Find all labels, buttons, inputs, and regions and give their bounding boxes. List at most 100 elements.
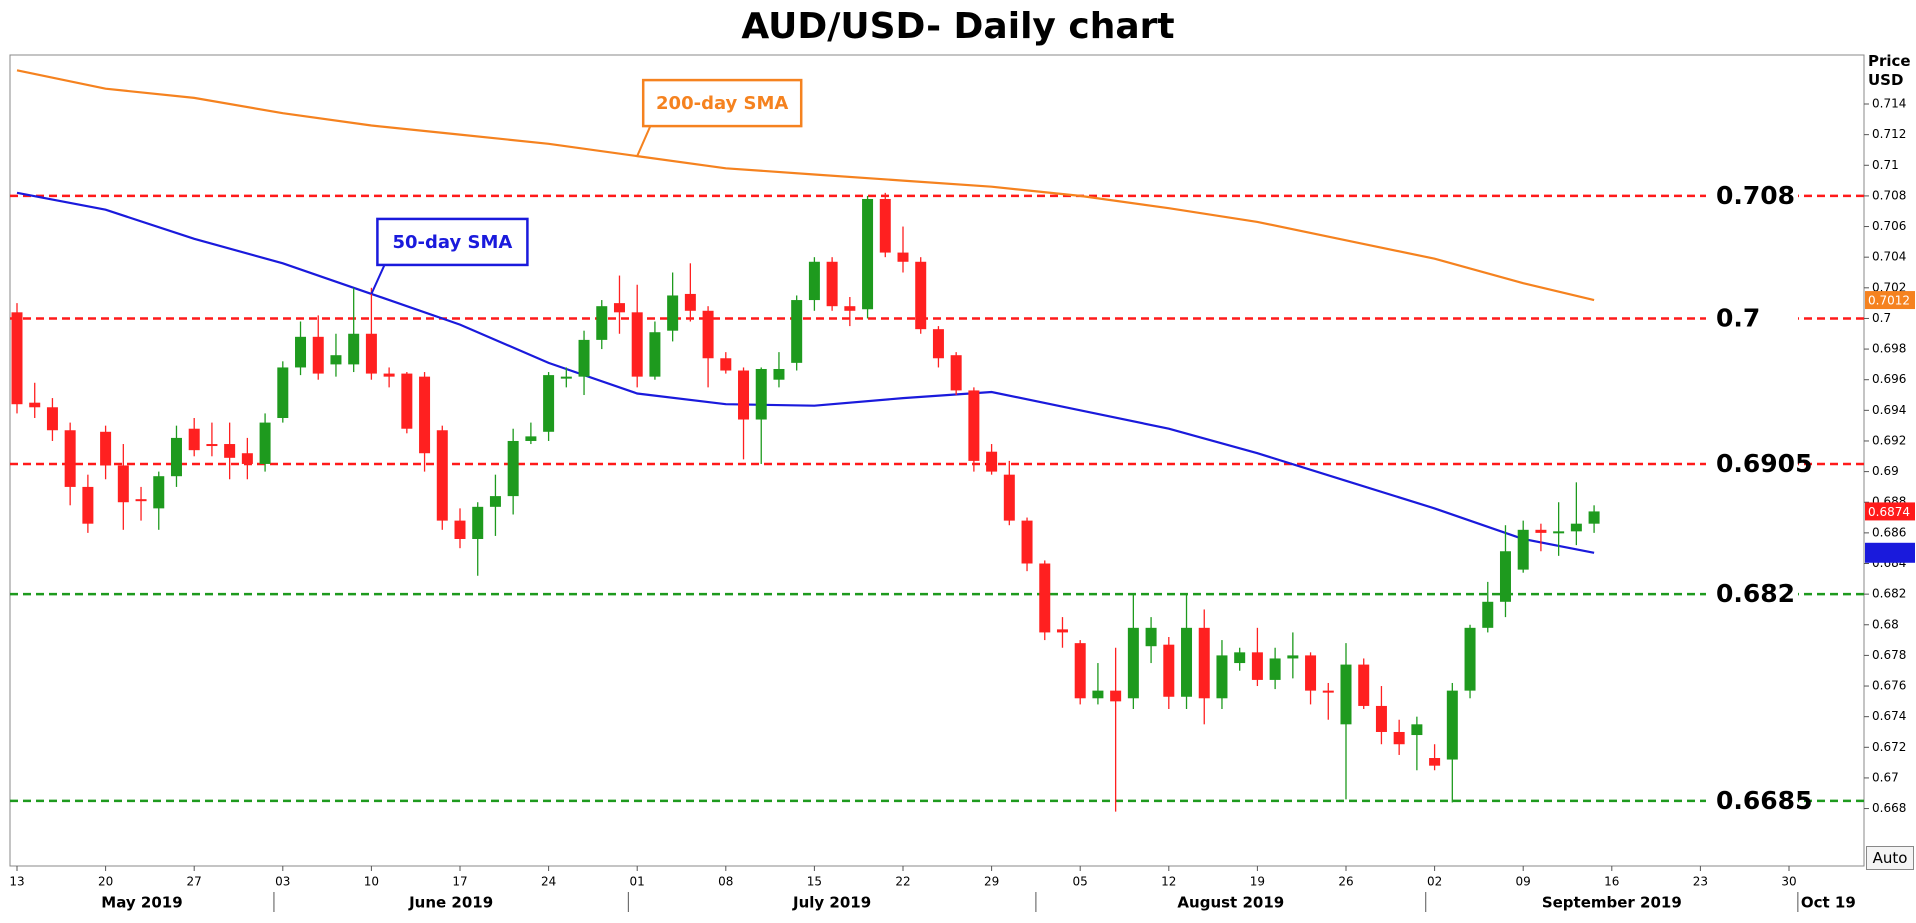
candle-body xyxy=(1305,655,1317,691)
candle-body xyxy=(188,428,200,451)
x-tick-label: 03 xyxy=(275,875,290,889)
y-tick-label: 0.682 xyxy=(1872,587,1906,601)
candle-body xyxy=(1570,523,1582,532)
level-label: 0.6905 xyxy=(1716,449,1812,478)
sma-line xyxy=(16,191,1595,554)
candle-body xyxy=(596,306,608,340)
candle-body xyxy=(525,436,537,441)
sma-line xyxy=(16,69,1595,302)
candle-body xyxy=(489,496,501,507)
candle-body xyxy=(1287,655,1299,659)
candle-body xyxy=(383,373,395,377)
callout-label: 50-day SMA xyxy=(392,232,512,253)
y-tick-label: 0.674 xyxy=(1872,709,1906,723)
month-label: May 2019 xyxy=(101,894,182,912)
level-label: 0.708 xyxy=(1716,181,1795,210)
candle-body xyxy=(1003,474,1015,521)
callout-label: 200-day SMA xyxy=(656,93,788,114)
x-tick-label: 17 xyxy=(452,875,467,889)
candle-body xyxy=(1588,511,1600,524)
callout-pointer xyxy=(636,123,653,157)
x-tick-label: 09 xyxy=(1516,875,1531,889)
candle-body xyxy=(64,430,76,487)
y-tick-label: 0.712 xyxy=(1872,127,1906,141)
candle-body xyxy=(1535,529,1547,533)
candle-body xyxy=(170,437,182,477)
candle-body xyxy=(684,293,696,311)
candle-body xyxy=(135,499,147,502)
y-axis-label: Price USD xyxy=(1868,52,1911,89)
y-tick-label: 0.708 xyxy=(1872,188,1906,202)
candle-body xyxy=(29,402,41,408)
level-label-bg xyxy=(1706,304,1798,333)
chart-title: AUD/USD- Daily chart xyxy=(741,6,1174,47)
candle-body xyxy=(720,358,732,371)
candle-body xyxy=(968,390,980,461)
candle-body xyxy=(1429,758,1441,766)
y-tick-label: 0.67 xyxy=(1872,770,1899,784)
candle-body xyxy=(1553,531,1565,534)
candle-body xyxy=(401,373,413,429)
y-tick-label: 0.698 xyxy=(1872,342,1906,356)
x-tick-label: 08 xyxy=(718,875,733,889)
candle-body xyxy=(1198,627,1210,699)
candle-body xyxy=(1464,627,1476,691)
candle-body xyxy=(578,339,590,377)
candle-body xyxy=(1517,529,1529,570)
candle-body xyxy=(1375,705,1387,732)
candle-body xyxy=(206,444,218,447)
candle-body xyxy=(879,198,891,253)
candle-body xyxy=(1358,664,1370,706)
candle-body xyxy=(862,198,874,310)
x-tick-label: 26 xyxy=(1338,875,1353,889)
candle-body xyxy=(773,368,785,380)
candle-body xyxy=(986,451,998,472)
x-tick-label: 24 xyxy=(541,875,556,889)
y-tick-label: 0.696 xyxy=(1872,372,1906,386)
candle-body xyxy=(826,261,838,307)
x-tick-label: 12 xyxy=(1161,875,1176,889)
auto-button[interactable]: Auto xyxy=(1866,846,1914,870)
candle-body xyxy=(613,303,625,313)
candle-body xyxy=(224,444,236,458)
price-tag-label: 0.7012 xyxy=(1868,294,1910,308)
y-tick-label: 0.672 xyxy=(1872,740,1906,754)
y-tick-label: 0.706 xyxy=(1872,219,1906,233)
candle-body xyxy=(1127,627,1139,699)
candle-body xyxy=(543,375,555,432)
month-label: Oct 19 xyxy=(1801,894,1856,912)
y-tick-label: 0.71 xyxy=(1872,158,1899,172)
candle-body xyxy=(897,252,909,262)
candle-body xyxy=(755,368,767,420)
candle-body xyxy=(844,306,856,311)
x-tick-label: 01 xyxy=(630,875,645,889)
candle-body xyxy=(277,367,289,418)
candle-body xyxy=(915,261,927,330)
price-tag xyxy=(1865,502,1915,521)
level-label: 0.6685 xyxy=(1716,786,1812,815)
x-tick-label: 20 xyxy=(98,875,113,889)
callout-box xyxy=(376,217,529,267)
candle-body xyxy=(667,295,679,331)
y-tick-label: 0.678 xyxy=(1872,648,1906,662)
candle-body xyxy=(950,355,962,391)
candle-body xyxy=(1092,690,1104,699)
x-tick-label: 22 xyxy=(895,875,910,889)
candle-body xyxy=(1411,724,1423,736)
candle-body xyxy=(1216,655,1228,699)
y-tick-label: 0.694 xyxy=(1872,403,1906,417)
candle-body xyxy=(1269,658,1281,680)
month-label: August 2019 xyxy=(1177,894,1284,912)
candle-body xyxy=(1446,690,1458,760)
candle-body xyxy=(507,440,519,497)
candle-body xyxy=(1145,627,1157,647)
candle-body xyxy=(791,300,803,363)
y-tick-label: 0.704 xyxy=(1872,250,1906,264)
callout-pointer xyxy=(370,262,387,295)
candle-body xyxy=(419,376,431,454)
x-tick-label: 10 xyxy=(364,875,379,889)
y-tick-label: 0.668 xyxy=(1872,801,1906,815)
candle-body xyxy=(702,310,714,359)
candle-body xyxy=(46,407,58,431)
candle-body xyxy=(1181,627,1193,697)
